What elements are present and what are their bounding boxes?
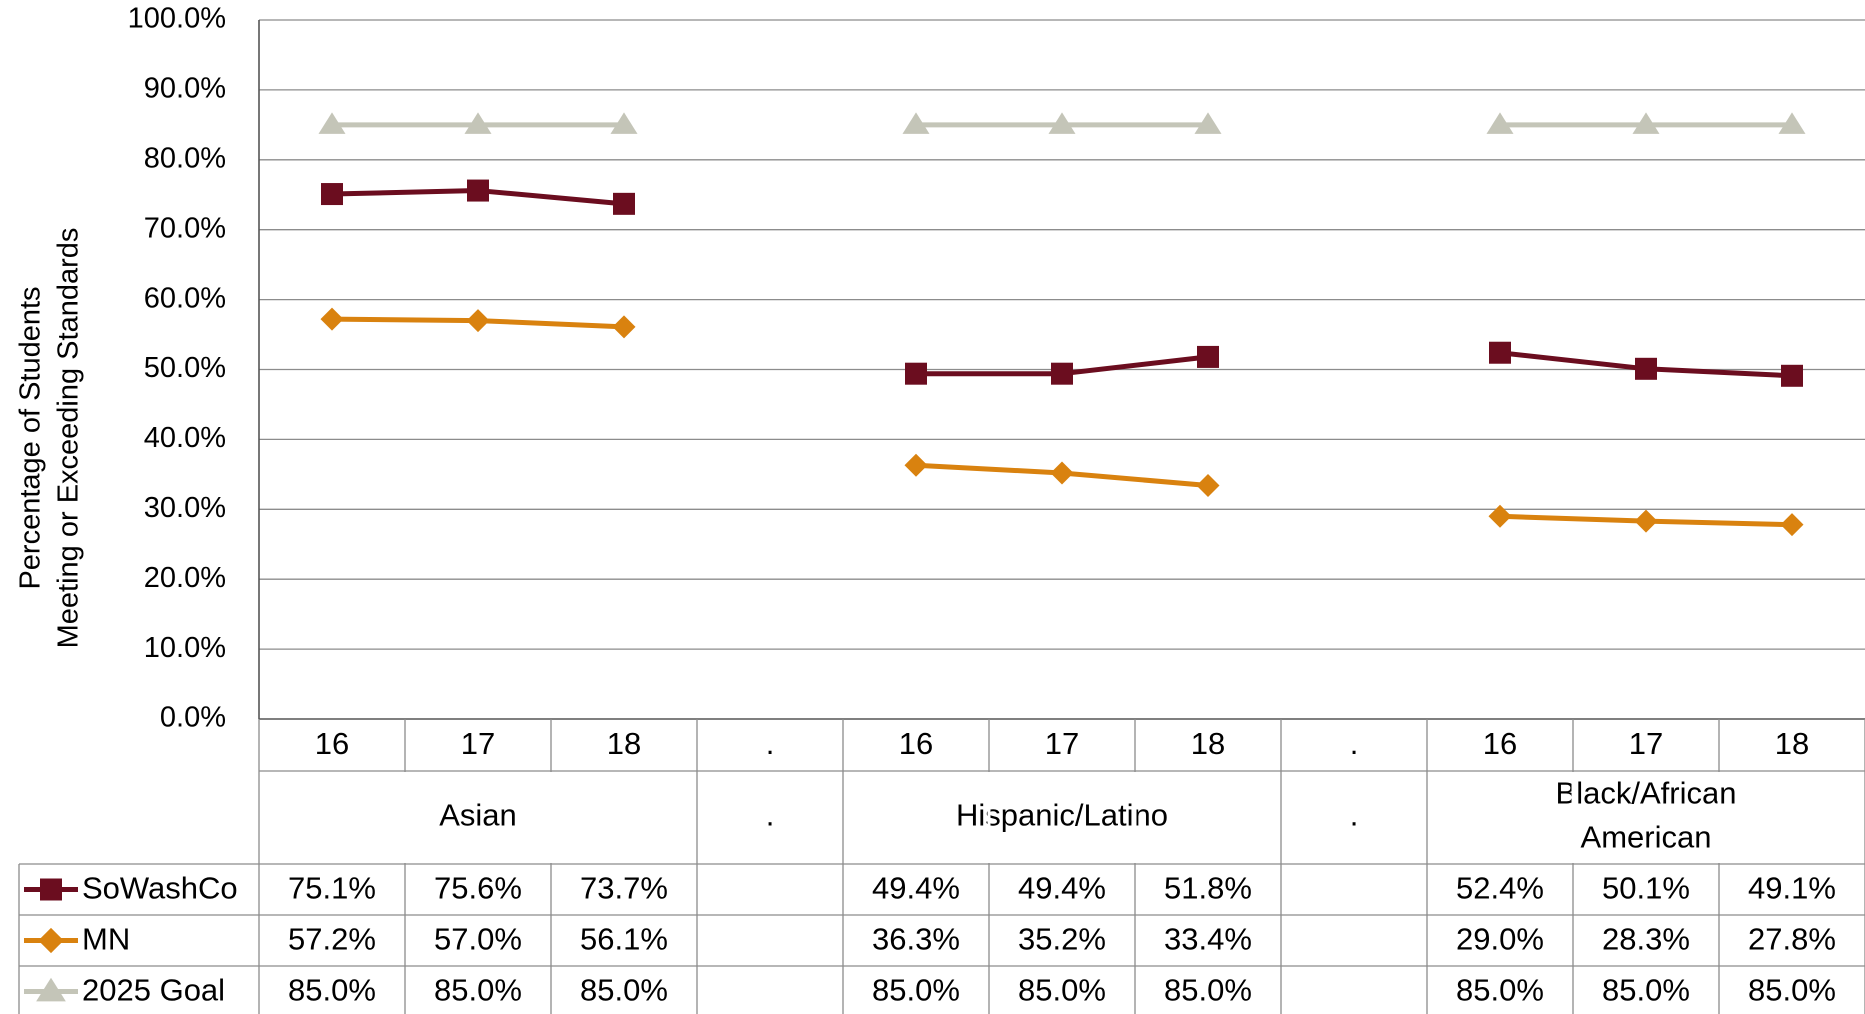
table-cell-value: 75.6% [434,871,522,906]
y-axis-title-line: Percentage of Students [15,286,47,589]
table-cell-value: 51.8% [1164,871,1252,906]
data-point-square [1051,362,1073,385]
table-cell-value: 33.4% [1164,922,1252,957]
data-point-square [905,362,927,385]
data-point-diamond [1634,509,1658,533]
x-group-label: . [1350,798,1359,833]
table-cell-value: 85.0% [1018,973,1106,1008]
x-group-label: Hispanic/Latino [956,798,1168,833]
table-cell-value: 50.1% [1602,871,1690,906]
y-axis-label: Percentage of Students Meeting or Exceedi… [15,228,85,649]
table-cell-value: 29.0% [1456,922,1544,957]
y-tick-label: 20.0% [144,562,226,594]
table-cell-value: 27.8% [1748,922,1836,957]
x-tick-label: 16 [1483,726,1517,761]
data-point-triangle [318,112,346,134]
table-cell-value: 57.0% [434,922,522,957]
data-point-triangle [1632,112,1660,134]
table-cell-value: 28.3% [1602,922,1690,957]
data-point-square [1635,357,1657,380]
x-tick-label: 16 [899,726,933,761]
y-tick-label: 10.0% [144,632,226,664]
y-tick-label: 0.0% [160,702,226,734]
data-point-diamond [612,315,636,339]
table-cell-value: 85.0% [872,973,960,1008]
series-lines [318,112,1806,537]
data-point-triangle [1486,112,1514,134]
table-cell-value: 85.0% [1748,973,1836,1008]
table-cell-value: 56.1% [580,922,668,957]
data-point-triangle [610,112,638,134]
table-cell-value: 52.4% [1456,871,1544,906]
y-tick-label: 30.0% [144,492,226,524]
y-tick-label: 90.0% [144,73,226,105]
y-axis-title-line: Meeting or Exceeding Standards [53,228,85,649]
table-cell-value: 36.3% [872,922,960,957]
x-tick-label: 17 [1045,726,1079,761]
data-point-diamond [904,453,928,477]
data-point-triangle [1194,112,1222,134]
table-cell-value: 49.4% [872,871,960,906]
data-point-diamond [1050,461,1074,485]
legend-marker-square [40,878,62,901]
y-tick-label: 40.0% [144,422,226,454]
data-point-triangle [902,112,930,134]
x-tick-label: 18 [1191,726,1225,761]
x-group-label: . [766,798,775,833]
data-point-square [1781,364,1803,387]
legend-marker-diamond [38,927,64,954]
data-point-triangle [1048,112,1076,134]
data-point-diamond [320,307,344,331]
legend-marker-triangle [36,977,66,1002]
table-cell-value: 57.2% [288,922,376,957]
legend-label: SoWashCo [82,871,238,906]
data-point-triangle [464,112,492,134]
table-cell-value: 73.7% [580,871,668,906]
table-cell-value: 85.0% [434,973,522,1008]
table-cell-value: 85.0% [1456,973,1544,1008]
data-point-triangle [1778,112,1806,134]
y-tick-label: 50.0% [144,352,226,384]
data-point-square [321,183,343,206]
y-tick-label: 80.0% [144,142,226,174]
table-cell-value: 49.1% [1748,871,1836,906]
table-cell-value: 85.0% [1602,973,1690,1008]
x-tick-label: 17 [461,726,495,761]
legend-label: MN [82,922,130,957]
x-group-label: American [1581,820,1712,855]
x-tick-label: 16 [315,726,349,761]
table-cell-value: 85.0% [1164,973,1252,1008]
table-cell-value: 85.0% [288,973,376,1008]
x-tick-label: 17 [1629,726,1663,761]
x-tick-label: 18 [607,726,641,761]
data-point-diamond [466,309,490,333]
y-tick-label: 60.0% [144,282,226,314]
data-point-square [467,179,489,202]
data-point-diamond [1488,504,1512,528]
x-tick-label: 18 [1775,726,1809,761]
data-point-diamond [1780,513,1804,537]
x-tick-label: . [766,726,775,761]
data-point-square [1197,345,1219,368]
data-point-diamond [1196,474,1220,498]
table-cell-value: 85.0% [580,973,668,1008]
y-tick-label: 70.0% [144,212,226,244]
table-cell-value: 35.2% [1018,922,1106,957]
x-group-label: Black/African [1556,776,1737,811]
table-cell-value: 75.1% [288,871,376,906]
x-tick-label: . [1350,726,1359,761]
x-group-label: Asian [439,798,517,833]
data-table: 16 17 18. 16 17 18. 16 17 18 Asian. Hispanic/Latin… [18,719,1865,1014]
y-axis-ticks: 0.0% 10.0% 20.0% 30.0% 40.0% 50.0% 60.0% 70.0% 8… [128,3,226,734]
y-tick-label: 100.0% [128,3,226,35]
data-point-square [1489,341,1511,364]
table-cell-value: 49.4% [1018,871,1106,906]
data-point-square [613,192,635,215]
legend-label: 2025 Goal [82,973,225,1008]
